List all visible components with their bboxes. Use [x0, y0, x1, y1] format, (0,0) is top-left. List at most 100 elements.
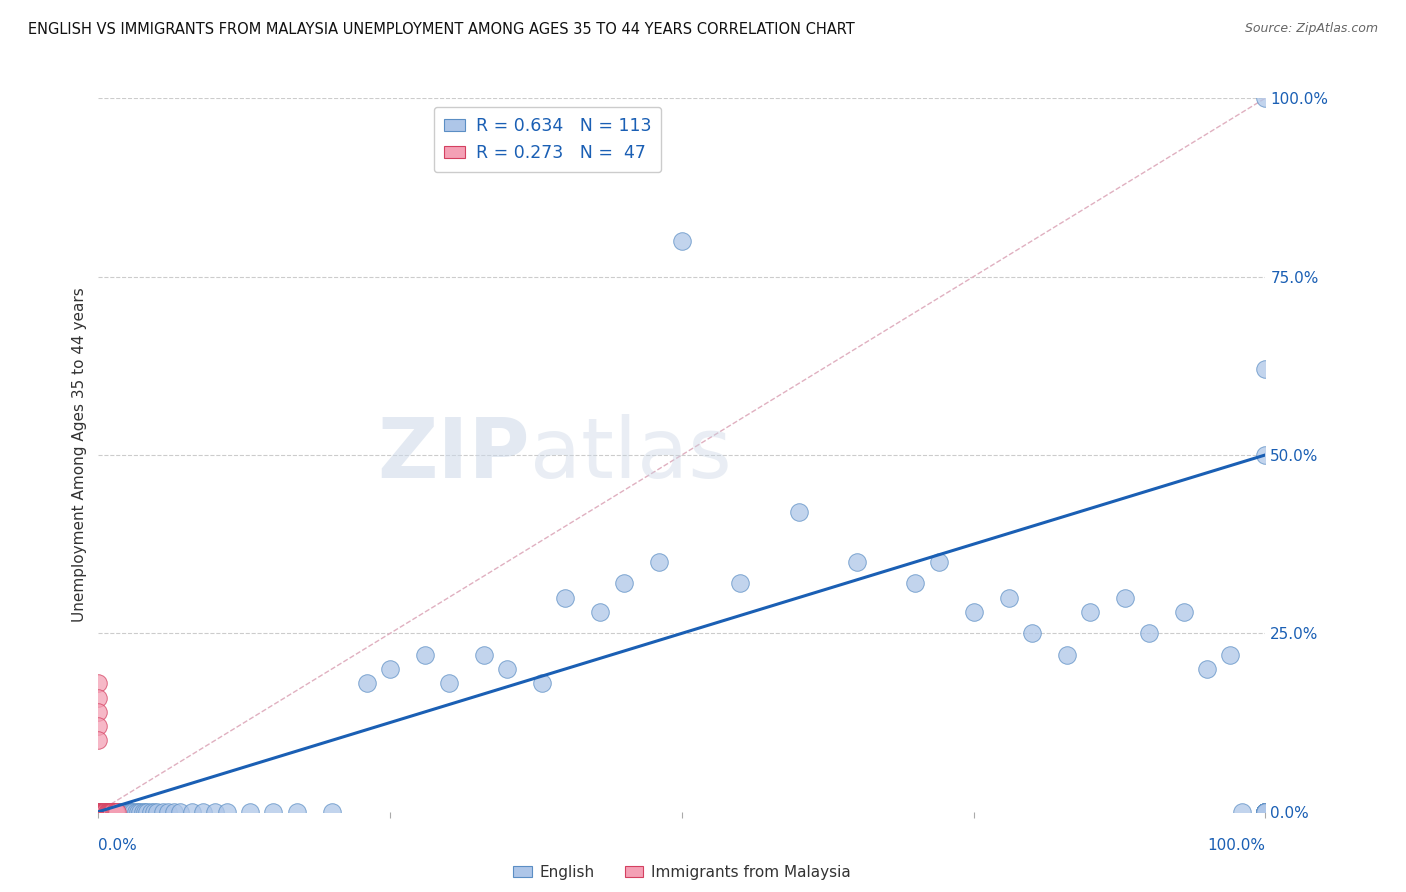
Point: [1080, 605, 1102, 619]
Point: [89, 805, 111, 819]
Point: [787, 505, 810, 519]
Point: [100, 805, 122, 819]
Point: [1254, 805, 1277, 819]
Point: [115, 805, 138, 819]
Point: [129, 805, 152, 819]
Point: [90, 805, 112, 819]
Point: [904, 576, 927, 591]
Point: [89, 805, 111, 819]
Point: [132, 805, 155, 819]
Point: [90, 805, 112, 819]
Point: [91, 805, 114, 819]
Point: [98, 805, 121, 819]
Point: [87, 690, 110, 705]
Point: [1056, 648, 1078, 662]
Point: [120, 805, 142, 819]
Point: [87, 705, 110, 719]
Point: [647, 555, 669, 569]
Point: [1254, 805, 1277, 819]
Point: [111, 805, 134, 819]
Point: [97, 805, 120, 819]
Point: [90, 805, 112, 819]
Point: [1114, 591, 1136, 605]
Point: [104, 805, 127, 819]
Point: [87, 805, 110, 819]
Point: [193, 805, 215, 819]
Point: [118, 805, 141, 819]
Point: [1254, 362, 1277, 376]
Point: [87, 805, 110, 819]
Point: [1230, 805, 1253, 819]
Point: [1254, 805, 1277, 819]
Point: [285, 805, 308, 819]
Text: 0.0%: 0.0%: [98, 838, 138, 854]
Text: atlas: atlas: [530, 415, 733, 495]
Point: [93, 805, 115, 819]
Point: [87, 805, 110, 819]
Point: [87, 805, 110, 819]
Point: [1254, 805, 1277, 819]
Point: [87, 719, 110, 733]
Point: [87, 805, 110, 819]
Point: [215, 805, 238, 819]
Point: [87, 805, 110, 819]
Text: Source: ZipAtlas.com: Source: ZipAtlas.com: [1244, 22, 1378, 36]
Point: [97, 805, 120, 819]
Point: [101, 805, 124, 819]
Point: [91, 805, 114, 819]
Point: [94, 805, 117, 819]
Point: [87, 676, 110, 690]
Point: [93, 805, 115, 819]
Point: [87, 805, 110, 819]
Point: [262, 805, 284, 819]
Point: [962, 605, 984, 619]
Point: [157, 805, 180, 819]
Point: [90, 805, 112, 819]
Point: [139, 805, 162, 819]
Point: [87, 805, 110, 819]
Point: [90, 805, 112, 819]
Point: [846, 555, 869, 569]
Point: [114, 805, 136, 819]
Point: [163, 805, 186, 819]
Point: [105, 805, 128, 819]
Point: [89, 805, 111, 819]
Point: [111, 805, 134, 819]
Point: [91, 805, 114, 819]
Point: [134, 805, 156, 819]
Point: [97, 805, 120, 819]
Point: [143, 805, 166, 819]
Point: [94, 805, 117, 819]
Point: [89, 805, 111, 819]
Point: [1219, 648, 1241, 662]
Point: [87, 805, 110, 819]
Point: [321, 805, 343, 819]
Point: [356, 676, 378, 690]
Point: [97, 805, 120, 819]
Point: [96, 805, 118, 819]
Point: [87, 805, 110, 819]
Point: [100, 805, 122, 819]
Point: [97, 805, 120, 819]
Point: [530, 676, 553, 690]
Point: [554, 591, 576, 605]
Point: [997, 591, 1019, 605]
Point: [87, 805, 110, 819]
Point: [589, 605, 612, 619]
Point: [1254, 805, 1277, 819]
Point: [1195, 662, 1218, 676]
Point: [87, 805, 110, 819]
Point: [1254, 805, 1277, 819]
Point: [1254, 805, 1277, 819]
Point: [127, 805, 149, 819]
Point: [89, 805, 111, 819]
Point: [103, 805, 125, 819]
Point: [91, 805, 114, 819]
Point: [613, 576, 636, 591]
Point: [97, 805, 120, 819]
Point: [122, 805, 145, 819]
Point: [87, 805, 110, 819]
Point: [87, 805, 110, 819]
Point: [437, 676, 460, 690]
Point: [107, 805, 129, 819]
